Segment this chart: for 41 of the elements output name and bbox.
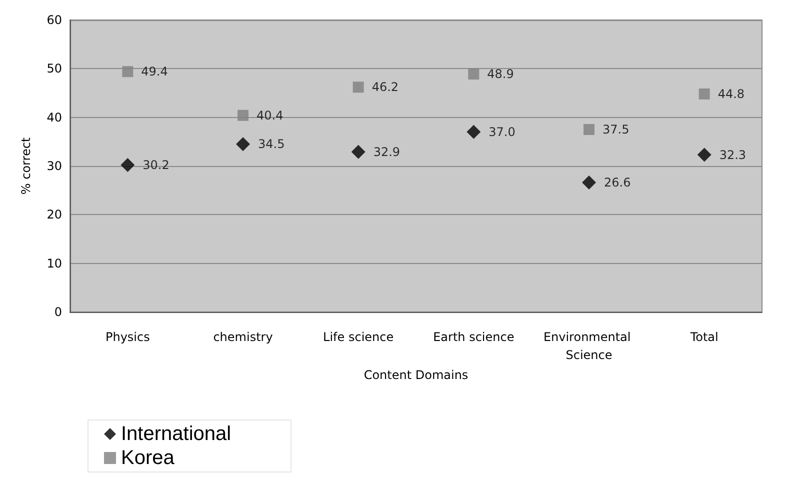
data-label: 26.6 bbox=[604, 176, 631, 190]
x-tick-label: chemistry bbox=[213, 330, 273, 344]
point bbox=[466, 124, 481, 139]
data-label: 32.9 bbox=[373, 144, 400, 159]
data-label: 34.5 bbox=[258, 137, 285, 152]
data-label: 49.4 bbox=[141, 64, 168, 79]
point bbox=[697, 148, 712, 162]
data-label: 30.2 bbox=[142, 158, 170, 172]
data-label: 40.4 bbox=[256, 108, 284, 122]
point bbox=[584, 124, 594, 135]
data-label: 48.9 bbox=[487, 67, 514, 82]
y-tick-label: 40 bbox=[46, 110, 62, 124]
y-tick-label: 0 bbox=[54, 305, 62, 319]
y-tick-label: 10 bbox=[46, 256, 62, 270]
point bbox=[468, 68, 480, 80]
x-tick-label: Physics bbox=[105, 330, 150, 344]
point bbox=[238, 110, 248, 121]
data-label: 44.8 bbox=[718, 86, 745, 101]
data-label: 37.5 bbox=[602, 122, 630, 136]
point bbox=[698, 88, 710, 100]
x-tick-label: Environmental Science bbox=[543, 330, 635, 362]
data-label: 32.3 bbox=[719, 148, 746, 162]
point bbox=[120, 158, 135, 172]
point bbox=[582, 176, 596, 190]
legend-label: Korea bbox=[121, 447, 176, 469]
y-tick-label: 30 bbox=[46, 159, 62, 173]
x-axis-title: Content Domains bbox=[364, 368, 468, 382]
y-tick-label: 60 bbox=[46, 13, 62, 27]
x-tick-label: Earth science bbox=[433, 330, 514, 344]
point bbox=[351, 144, 366, 159]
y-tick-label: 20 bbox=[46, 208, 62, 222]
y-axis-title: % correct bbox=[19, 137, 33, 195]
point bbox=[352, 82, 364, 93]
y-tick-label: 50 bbox=[46, 62, 62, 76]
data-label: 37.0 bbox=[488, 124, 516, 139]
point bbox=[236, 137, 250, 152]
point bbox=[122, 66, 134, 78]
legend-label: International bbox=[121, 423, 232, 445]
x-tick-label: Life science bbox=[323, 330, 394, 344]
x-tick-label: Total bbox=[689, 330, 718, 344]
data-label: 46.2 bbox=[372, 80, 399, 94]
